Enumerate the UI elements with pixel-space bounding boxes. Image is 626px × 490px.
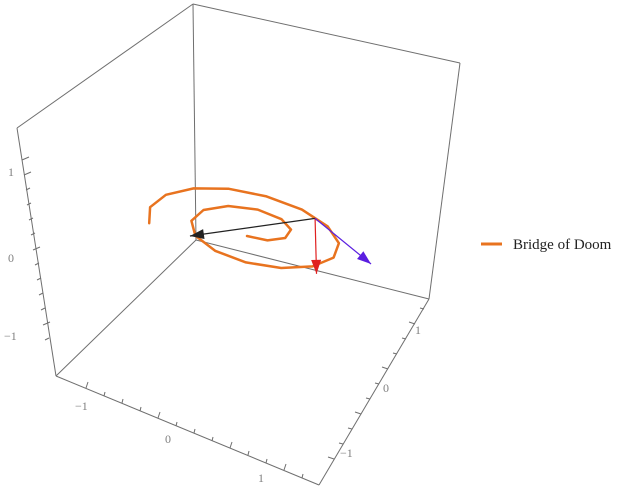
box-edge [16,3,194,129]
x-tick-label: −1 [75,399,88,413]
z-tick-label: −1 [4,329,17,343]
y-tick-label: 0 [383,381,389,395]
z-tick-label: 0 [8,251,14,265]
plot-box [16,3,461,486]
z-axis-tick-labels: 1 0 −1 [4,165,17,343]
series-line-0 [147,187,341,270]
x-axis-tick-labels: −1 0 1 [75,399,264,485]
vector-arrowhead-2 [357,251,372,264]
x-tick-label: 0 [165,432,171,446]
box-edge [55,375,320,486]
box-edge [428,62,461,300]
vector-arrow-0 [189,217,316,237]
series-layer [147,187,341,270]
box-edge [16,127,57,377]
z-tick-label: 1 [8,165,14,179]
box-edge [318,298,430,486]
vector-layer [189,217,372,274]
box-edge [192,3,461,64]
box-edge [195,239,430,300]
y-tick-label: 1 [415,323,421,337]
vector-arrowhead-1 [311,259,322,274]
vector-arrowhead-0 [189,229,205,240]
box-edge [192,3,197,241]
legend-label: Bridge of Doom [513,237,612,253]
x-tick-label: 1 [258,471,264,485]
y-tick-label: −1 [340,446,353,460]
axis-ticks [21,156,425,479]
y-axis-tick-labels: −1 0 1 [340,323,421,460]
legend: Bridge of Doom [481,237,612,253]
box-edge [55,239,197,377]
